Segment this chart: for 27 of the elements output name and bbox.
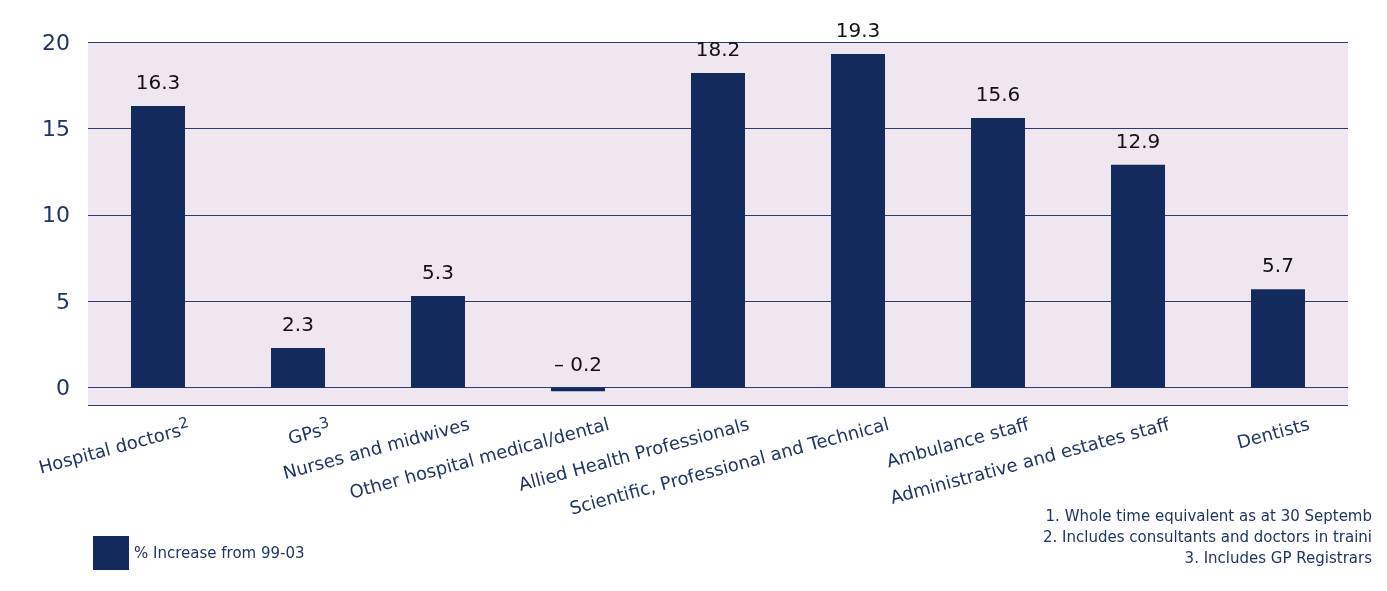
text: 1. Whole time equivalent as at 30 Septemb: [1045, 506, 1373, 525]
y-tick-label: 15: [42, 115, 70, 141]
y-tick-label: 5: [56, 288, 70, 314]
y-tick-label: 10: [42, 202, 70, 228]
x-tick-label: Dentists: [1234, 413, 1312, 453]
y-tick-label: 0: [56, 375, 70, 401]
data-label: 5.7: [1262, 253, 1294, 278]
bar: [271, 347, 325, 388]
bar: [831, 54, 885, 388]
bar: [971, 118, 1025, 388]
data-label: 16.3: [135, 69, 181, 94]
bar: [691, 73, 745, 388]
data-label: 15.6: [975, 82, 1021, 107]
data-label: 19.3: [835, 18, 881, 43]
data-label: 5.3: [422, 260, 454, 285]
bar: [131, 105, 185, 388]
legend-label: % Increase from 99-03: [134, 544, 305, 562]
text: 2. Includes consultants and doctors in traini: [1043, 527, 1372, 546]
bar: [411, 296, 465, 388]
data-label: – 0.2: [553, 351, 603, 376]
y-tick-label: 20: [42, 29, 70, 55]
bar: [1111, 164, 1165, 388]
bar: [1251, 289, 1305, 388]
text: 3. Includes GP Registrars: [1184, 548, 1373, 567]
data-label: 2.3: [282, 311, 314, 336]
data-label: 18.2: [695, 37, 741, 62]
data-label: 12.9: [1115, 128, 1161, 153]
